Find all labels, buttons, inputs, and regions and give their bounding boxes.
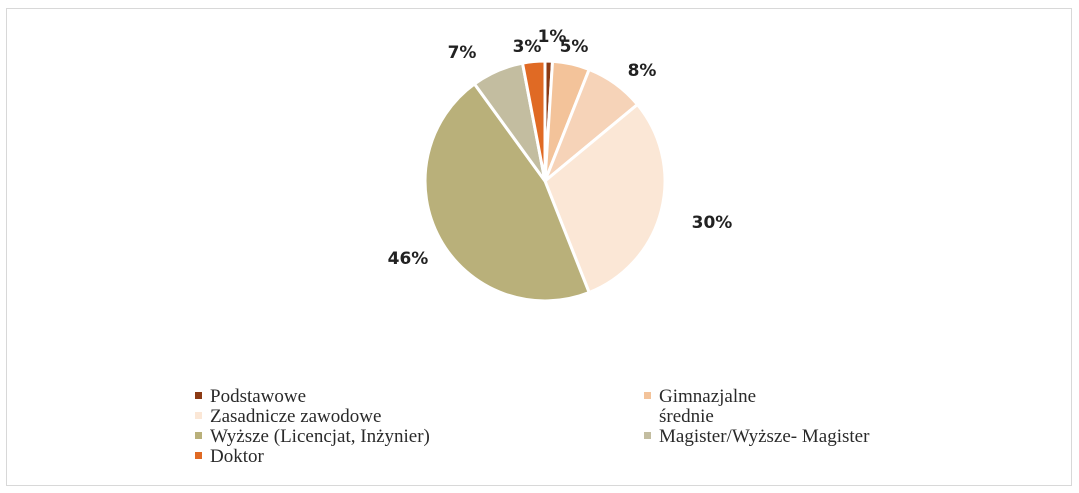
legend-extra-srednie: średnie bbox=[659, 406, 714, 427]
legend-item-gimnazjalne: Gimnazjalne bbox=[644, 387, 756, 407]
data-label: 46% bbox=[388, 249, 429, 269]
data-label: 5% bbox=[560, 37, 589, 57]
data-label: 3% bbox=[513, 37, 542, 57]
legend-item-wyzsze: Wyższe (Licencjat, Inżynier) bbox=[195, 427, 430, 447]
legend-swatch bbox=[195, 452, 202, 460]
data-label: 1% bbox=[538, 27, 567, 47]
legend-item-doktor: Doktor bbox=[195, 447, 264, 467]
legend-swatch bbox=[644, 392, 651, 400]
legend-label: Gimnazjalne bbox=[659, 386, 757, 407]
legend-swatch bbox=[195, 392, 202, 400]
data-label: 8% bbox=[628, 61, 657, 81]
legend-label: Magister/Wyższe- Magister bbox=[659, 426, 870, 447]
data-label: 30% bbox=[692, 213, 733, 233]
data-label: 7% bbox=[448, 43, 477, 63]
legend-swatch bbox=[644, 432, 651, 440]
legend-label: Wyższe (Licencjat, Inżynier) bbox=[210, 426, 430, 447]
pie-slice bbox=[520, 59, 547, 182]
pie-slice bbox=[543, 102, 667, 295]
legend-label: Podstawowe bbox=[210, 386, 307, 407]
legend-swatch bbox=[195, 412, 202, 420]
chart-legend: Podstawowe Gimnazjalne Zasadnicze zawodo… bbox=[195, 387, 955, 487]
legend-swatch bbox=[195, 432, 202, 440]
legend-item-podstawowe: Podstawowe bbox=[195, 387, 306, 407]
legend-label: Doktor bbox=[210, 446, 264, 467]
legend-label: Zasadnicze zawodowe bbox=[210, 406, 382, 427]
legend-item-magister: Magister/Wyższe- Magister bbox=[644, 427, 869, 447]
legend-item-zasadnicze: Zasadnicze zawodowe bbox=[195, 407, 381, 427]
pie-slice bbox=[423, 81, 592, 303]
